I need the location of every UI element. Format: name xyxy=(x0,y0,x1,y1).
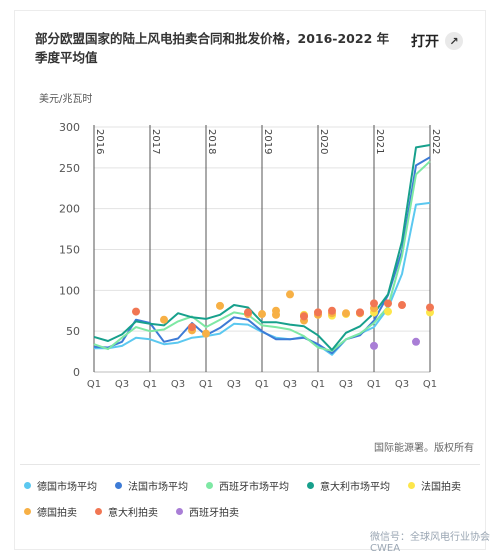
expand-arrow-icon: ↗ xyxy=(445,32,463,50)
legend-item[interactable]: 意大利拍卖 xyxy=(95,504,158,519)
x-tick-label: Q1 xyxy=(143,379,157,390)
auction-point xyxy=(398,301,406,310)
y-tick-label: 200 xyxy=(59,203,80,216)
legend-marker xyxy=(408,482,415,489)
legend-label: 西班牙拍卖 xyxy=(189,508,239,519)
y-tick-label: 250 xyxy=(59,162,80,175)
year-label: 2021 xyxy=(374,129,385,154)
y-tick-label: 150 xyxy=(59,244,80,257)
series-line xyxy=(93,160,431,352)
y-tick-label: 50 xyxy=(66,325,80,338)
x-tick-label: Q1 xyxy=(423,379,437,390)
legend: 德国市场平均 法国市场平均 西班牙市场平均 意大利市场平均 法国拍卖德国拍卖 意大利拍卖 西… xyxy=(24,478,464,519)
auction-point xyxy=(286,290,294,299)
year-label: 2022 xyxy=(430,129,441,154)
y-axis-unit: 美元/兆瓦时 xyxy=(39,94,93,105)
x-tick-label: Q1 xyxy=(199,379,213,390)
legend-item[interactable]: 德国市场平均 xyxy=(24,478,97,493)
x-tick-label: Q3 xyxy=(395,379,409,390)
auction-point xyxy=(342,309,350,318)
auction-point xyxy=(188,323,196,332)
legend-marker xyxy=(24,508,31,515)
auction-point xyxy=(244,308,252,317)
legend-label: 意大利市场平均 xyxy=(320,482,390,493)
year-label: 2019 xyxy=(262,129,273,154)
auction-point xyxy=(426,303,434,312)
auction-point xyxy=(314,308,322,317)
legend-label: 法国市场平均 xyxy=(128,482,188,493)
legend-label: 西班牙市场平均 xyxy=(219,482,289,493)
x-tick-label: Q3 xyxy=(283,379,297,390)
open-button[interactable]: 打开 ↗ xyxy=(411,31,463,51)
x-tick-label: Q3 xyxy=(227,379,241,390)
source-note: 国际能源署。版权所有 xyxy=(374,443,474,454)
y-tick-label: 0 xyxy=(73,366,80,379)
auction-point xyxy=(132,307,140,316)
year-label: 2018 xyxy=(206,129,217,154)
open-label: 打开 xyxy=(411,34,439,50)
legend-marker xyxy=(95,508,102,515)
y-tick-label: 300 xyxy=(59,121,80,134)
y-tick-label: 100 xyxy=(59,284,80,297)
legend-label: 法国拍卖 xyxy=(421,482,461,493)
chart-card: 部分欧盟国家的陆上风电拍卖合同和批发价格，2016-2022 年季度平均值 打开… xyxy=(14,10,486,550)
legend-label: 德国市场平均 xyxy=(37,482,97,493)
auction-point xyxy=(370,341,378,350)
auction-point xyxy=(160,315,168,324)
legend-item[interactable]: 德国拍卖 xyxy=(24,504,77,519)
auction-point xyxy=(384,299,392,308)
auction-point xyxy=(328,306,336,315)
legend-marker xyxy=(206,482,213,489)
x-tick-label: Q3 xyxy=(115,379,129,390)
auction-point xyxy=(202,329,210,338)
x-tick-label: Q3 xyxy=(339,379,353,390)
x-tick-label: Q3 xyxy=(171,379,185,390)
legend-item[interactable]: 法国拍卖 xyxy=(408,478,461,493)
x-tick-label: Q1 xyxy=(311,379,325,390)
chart-title: 部分欧盟国家的陆上风电拍卖合同和批发价格，2016-2022 年季度平均值 xyxy=(35,31,390,65)
legend-item[interactable]: 意大利市场平均 xyxy=(307,478,390,493)
year-label: 2016 xyxy=(94,129,105,154)
auction-point xyxy=(384,307,392,316)
x-tick-label: Q1 xyxy=(255,379,269,390)
auction-point xyxy=(300,312,308,321)
year-label: 2020 xyxy=(318,129,329,154)
auction-point xyxy=(258,310,266,319)
auction-point xyxy=(356,308,364,317)
auction-point xyxy=(370,299,378,308)
auction-point xyxy=(412,337,420,346)
legend-marker xyxy=(24,482,31,489)
watermark-text: 微信号：全球风电行业协会CWEA xyxy=(370,532,490,554)
legend-item[interactable]: 西班牙拍卖 xyxy=(176,504,239,519)
legend-marker xyxy=(115,482,122,489)
legend-item[interactable]: 西班牙市场平均 xyxy=(206,478,289,493)
legend-label: 意大利拍卖 xyxy=(108,508,158,519)
auction-point xyxy=(272,306,280,315)
auction-point xyxy=(216,301,224,310)
x-tick-label: Q1 xyxy=(367,379,381,390)
legend-marker xyxy=(176,508,183,515)
legend-item[interactable]: 法国市场平均 xyxy=(115,478,188,493)
legend-divider xyxy=(20,464,480,465)
legend-label: 德国拍卖 xyxy=(37,508,77,519)
year-label: 2017 xyxy=(150,129,161,154)
x-tick-label: Q1 xyxy=(87,379,101,390)
chart-plot: 0 50 100 150 200 250 300 2016 2017 2018 2019 2020 20… xyxy=(59,121,441,390)
legend-marker xyxy=(307,482,314,489)
